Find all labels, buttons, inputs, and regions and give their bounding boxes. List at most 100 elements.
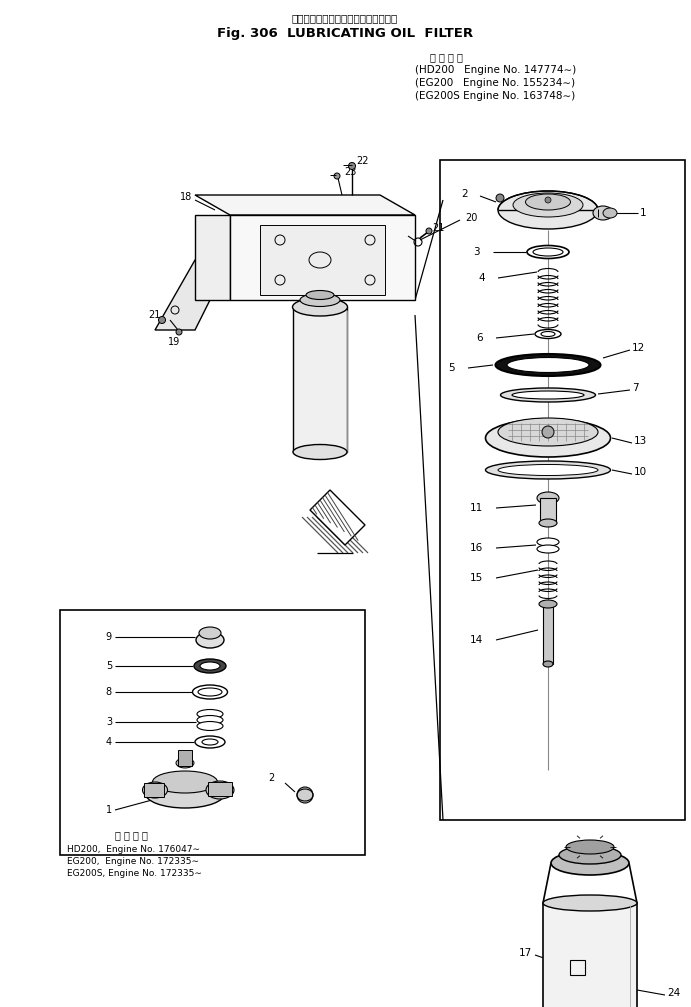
Text: 15: 15 — [470, 573, 483, 583]
Ellipse shape — [198, 688, 222, 696]
Text: (HD200   Engine No. 147774∼): (HD200 Engine No. 147774∼) — [415, 65, 576, 75]
Ellipse shape — [500, 388, 596, 402]
Ellipse shape — [199, 627, 221, 639]
Ellipse shape — [206, 781, 234, 799]
Polygon shape — [230, 215, 415, 300]
Text: (EG200S Engine No. 163748∼): (EG200S Engine No. 163748∼) — [415, 91, 575, 101]
Ellipse shape — [195, 736, 225, 748]
Ellipse shape — [486, 461, 611, 479]
Text: Fig. 306  LUBRICATING OIL  FILTER: Fig. 306 LUBRICATING OIL FILTER — [217, 26, 473, 39]
Ellipse shape — [533, 248, 563, 256]
Ellipse shape — [537, 492, 559, 504]
Ellipse shape — [539, 519, 557, 527]
Text: 10: 10 — [634, 467, 647, 477]
Text: 3: 3 — [473, 247, 480, 257]
Text: 1: 1 — [106, 805, 112, 815]
Ellipse shape — [300, 293, 340, 306]
Text: 3: 3 — [106, 717, 112, 727]
Circle shape — [496, 194, 504, 202]
Bar — [543, 604, 553, 664]
Text: 6: 6 — [476, 333, 483, 343]
Ellipse shape — [292, 298, 348, 316]
Text: 21: 21 — [148, 310, 160, 320]
Text: 11: 11 — [470, 504, 483, 513]
Text: 8: 8 — [106, 687, 112, 697]
Ellipse shape — [603, 208, 617, 218]
Polygon shape — [310, 490, 365, 545]
Circle shape — [542, 426, 554, 438]
Bar — [178, 750, 192, 766]
Ellipse shape — [537, 538, 559, 546]
Ellipse shape — [142, 782, 167, 798]
Ellipse shape — [194, 659, 226, 673]
Ellipse shape — [153, 771, 218, 793]
Polygon shape — [195, 215, 230, 300]
Text: ルーブリケーティングオイルフィルタ: ルーブリケーティングオイルフィルタ — [292, 13, 398, 23]
Text: 20: 20 — [465, 213, 477, 223]
Text: 7: 7 — [632, 383, 638, 393]
Ellipse shape — [543, 661, 553, 667]
Bar — [440, 160, 685, 820]
Ellipse shape — [551, 851, 629, 875]
Circle shape — [176, 329, 182, 335]
Text: 適 用 号 機: 適 用 号 機 — [430, 52, 463, 62]
Ellipse shape — [559, 846, 621, 864]
Ellipse shape — [202, 739, 218, 745]
Ellipse shape — [507, 357, 589, 373]
Bar — [543, 903, 637, 1007]
Text: 14: 14 — [470, 635, 483, 645]
Circle shape — [426, 228, 432, 234]
Ellipse shape — [486, 419, 611, 457]
Ellipse shape — [498, 418, 598, 446]
Text: 22: 22 — [356, 156, 368, 166]
Text: 2: 2 — [268, 773, 274, 783]
Ellipse shape — [537, 545, 559, 553]
Circle shape — [297, 787, 313, 803]
Text: 4: 4 — [478, 273, 485, 283]
Ellipse shape — [566, 840, 614, 854]
Ellipse shape — [541, 331, 555, 336]
Text: 1: 1 — [640, 208, 647, 218]
Text: 17: 17 — [519, 948, 532, 958]
Ellipse shape — [495, 354, 600, 376]
Text: 9: 9 — [106, 632, 112, 642]
Ellipse shape — [197, 716, 223, 724]
Polygon shape — [195, 195, 415, 215]
Ellipse shape — [176, 758, 194, 768]
Bar — [208, 782, 232, 796]
Text: 24: 24 — [667, 988, 680, 998]
Ellipse shape — [539, 600, 557, 608]
Ellipse shape — [200, 662, 220, 670]
Text: 2: 2 — [462, 189, 468, 199]
Ellipse shape — [543, 895, 637, 911]
Ellipse shape — [527, 246, 569, 259]
Bar — [293, 307, 347, 452]
Ellipse shape — [145, 778, 225, 808]
Text: 21: 21 — [432, 223, 444, 233]
Ellipse shape — [512, 391, 584, 399]
Bar — [144, 783, 164, 797]
Ellipse shape — [535, 329, 561, 338]
Text: 5: 5 — [106, 661, 112, 671]
Text: EG200S, Engine No. 172335∼: EG200S, Engine No. 172335∼ — [67, 869, 202, 878]
Circle shape — [348, 162, 355, 169]
Text: HD200,  Engine No. 176047∼: HD200, Engine No. 176047∼ — [67, 846, 200, 855]
Text: 4: 4 — [106, 737, 112, 747]
Ellipse shape — [293, 444, 347, 459]
Text: 13: 13 — [634, 436, 647, 446]
Polygon shape — [155, 260, 230, 330]
Ellipse shape — [193, 685, 227, 699]
Polygon shape — [260, 225, 385, 295]
Text: 12: 12 — [632, 343, 645, 353]
Text: EG200,  Engine No. 172335∼: EG200, Engine No. 172335∼ — [67, 858, 199, 866]
Circle shape — [158, 316, 166, 323]
Text: 16: 16 — [470, 543, 483, 553]
Bar — [540, 498, 556, 523]
Text: 適 用 号 機: 適 用 号 機 — [115, 830, 148, 840]
Circle shape — [334, 173, 340, 179]
Ellipse shape — [498, 191, 598, 229]
Ellipse shape — [498, 464, 598, 475]
Ellipse shape — [513, 193, 583, 217]
Text: 23: 23 — [344, 167, 357, 177]
Text: 18: 18 — [180, 192, 192, 202]
